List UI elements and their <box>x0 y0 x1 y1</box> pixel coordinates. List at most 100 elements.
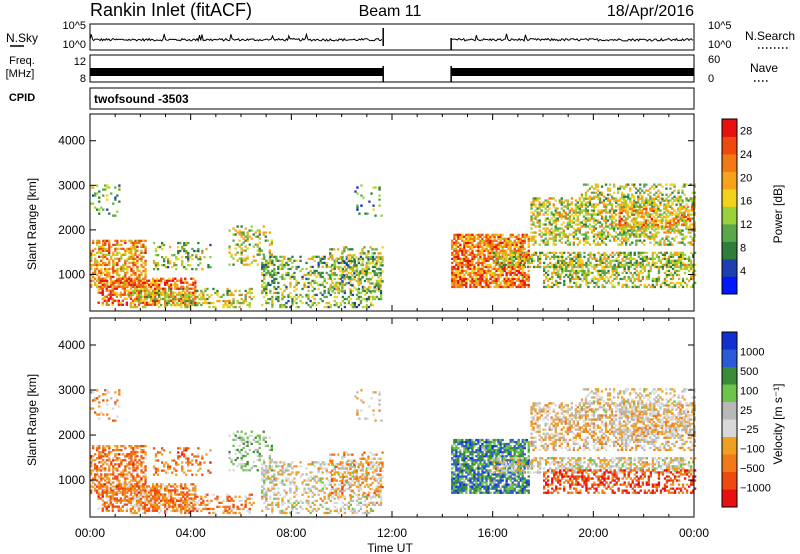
power-cell <box>246 235 249 238</box>
power-cell <box>513 281 516 285</box>
power-cell <box>675 213 678 216</box>
power-cell <box>544 241 547 244</box>
power-cell <box>467 259 470 262</box>
power-cell <box>584 239 588 242</box>
power-cell <box>132 245 135 248</box>
power-cell <box>633 199 636 202</box>
power-cell <box>377 252 380 255</box>
power-cell <box>90 277 93 281</box>
power-cell <box>608 209 612 212</box>
power-cell <box>349 283 352 287</box>
power-cell <box>151 281 155 284</box>
power-cell <box>100 255 103 258</box>
power-cell <box>238 229 241 232</box>
power-cell <box>606 189 610 192</box>
power-cell <box>558 239 561 242</box>
power-cell <box>242 299 245 303</box>
power-cell <box>116 273 119 277</box>
power-cell <box>630 211 633 215</box>
power-cell <box>600 209 604 212</box>
power-cell <box>333 299 336 303</box>
power-cell <box>155 299 159 302</box>
power-cell <box>594 227 598 230</box>
power-cell <box>349 266 352 269</box>
power-cell <box>607 265 610 269</box>
power-cell <box>359 282 362 285</box>
power-cell <box>515 277 518 281</box>
power-cell <box>561 271 564 275</box>
power-cell <box>610 225 614 228</box>
power-cell <box>508 259 512 262</box>
power-cell <box>469 265 472 269</box>
power-cell <box>568 203 571 206</box>
power-cell <box>144 285 147 289</box>
power-cell <box>185 241 188 245</box>
power-cell <box>277 259 280 262</box>
power-cell <box>509 269 512 273</box>
power-cell <box>635 263 638 267</box>
power-cell <box>289 291 292 295</box>
power-cell <box>98 245 101 248</box>
power-cell <box>90 251 93 254</box>
power-cell <box>268 253 271 256</box>
power-cell <box>479 271 482 275</box>
power-cell <box>341 282 344 285</box>
power-cell <box>258 233 261 236</box>
power-cell <box>627 277 630 281</box>
power-cell <box>548 221 551 224</box>
power-cell <box>124 273 127 277</box>
power-cell <box>665 279 669 283</box>
power-cell <box>248 235 251 238</box>
power-cell <box>530 235 533 238</box>
power-cell <box>375 256 378 259</box>
power-cell <box>622 227 625 231</box>
power-cell <box>554 221 557 224</box>
power-cell <box>687 227 690 231</box>
power-cell <box>594 203 598 206</box>
power-cell <box>242 249 245 252</box>
power-cell <box>517 283 520 287</box>
power-cell <box>349 268 352 271</box>
power-cell <box>124 259 127 262</box>
power-cell <box>523 259 526 262</box>
power-cell <box>517 233 520 236</box>
power-cell <box>313 279 316 283</box>
power-cell <box>242 257 245 260</box>
power-cell <box>610 215 614 218</box>
power-cell <box>523 279 526 283</box>
power-cell <box>453 237 456 240</box>
power-cell <box>461 235 464 238</box>
power-cell <box>615 265 618 269</box>
power-cell <box>532 231 535 234</box>
power-cell <box>323 261 326 265</box>
power-cell <box>453 279 456 283</box>
power-cell <box>621 207 624 210</box>
power-cell <box>108 243 111 246</box>
power-cell <box>153 281 157 284</box>
power-cell <box>505 239 508 242</box>
power-cell <box>669 277 673 281</box>
power-cell <box>149 287 153 291</box>
power-cell <box>647 263 650 267</box>
power-cell <box>453 267 456 271</box>
power-cell <box>134 249 137 252</box>
power-cell <box>181 264 184 267</box>
power-cell <box>669 225 672 228</box>
power-cell <box>548 229 551 232</box>
power-cell <box>106 263 109 267</box>
power-cell <box>155 301 159 304</box>
power-cell <box>453 265 456 269</box>
power-cell <box>630 219 633 223</box>
power-cell <box>151 299 155 302</box>
power-cell <box>669 231 672 234</box>
power-cell <box>349 291 352 295</box>
power-cell <box>517 241 520 244</box>
power-cell <box>242 233 245 236</box>
power-cell <box>509 271 512 275</box>
power-cell <box>498 251 501 254</box>
power-cell <box>487 255 490 258</box>
power-cell <box>577 271 580 275</box>
power-cell <box>538 213 541 216</box>
power-cell <box>667 257 671 260</box>
power-cell <box>645 251 648 254</box>
